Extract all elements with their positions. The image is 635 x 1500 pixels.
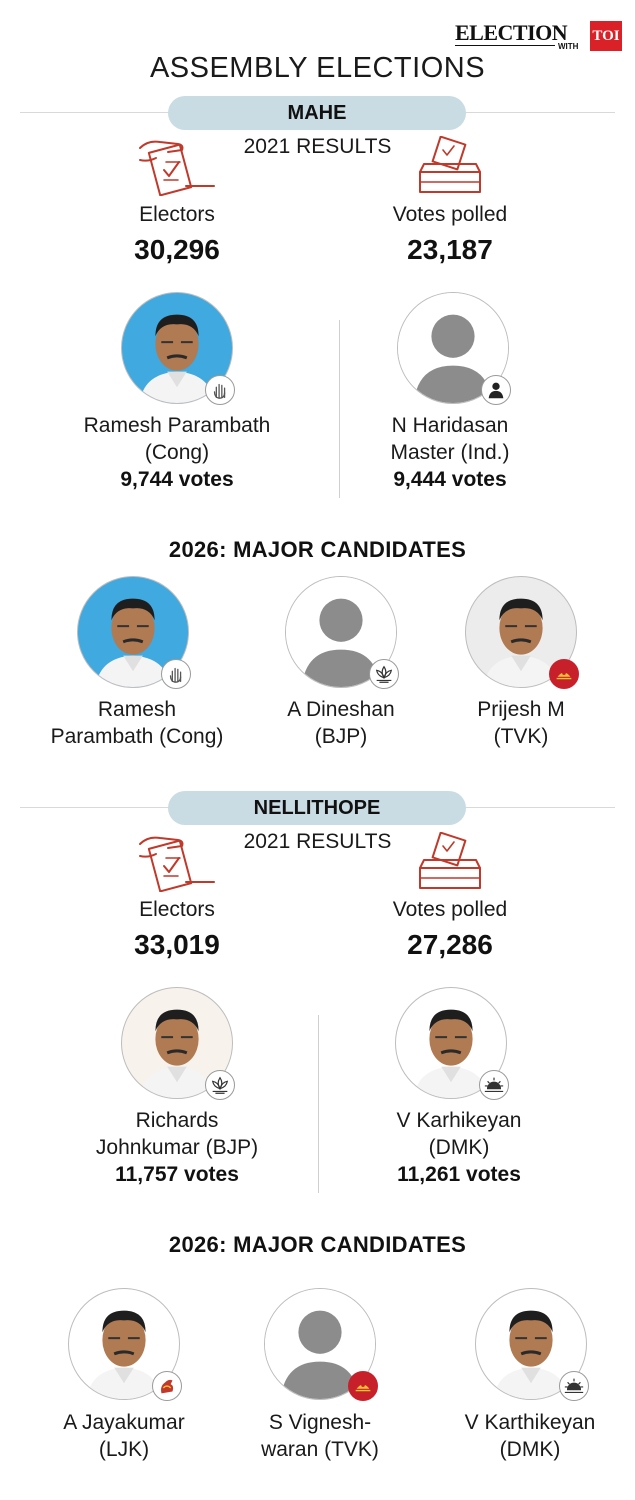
ballot-box-icon	[410, 832, 490, 892]
votes-polled-label: Votes polled	[392, 203, 508, 226]
lotus-icon	[205, 1070, 235, 1100]
lotus-icon	[369, 659, 399, 689]
candidate-name: V Karhikeyan (DMK)	[396, 1109, 522, 1159]
result-separator	[339, 320, 340, 498]
logo-election-word: ELECTION	[455, 20, 568, 45]
candidate-name: Richards Johnkumar (BJP)	[95, 1109, 259, 1159]
candidate-votes: 11,757 votes	[115, 1163, 239, 1186]
tvk-icon	[549, 659, 579, 689]
rising-sun-icon	[559, 1371, 589, 1401]
person-icon	[481, 375, 511, 405]
results-label: 2021 RESULTS	[243, 135, 392, 158]
ballot-hand-icon	[138, 832, 218, 892]
election-with-toi-logo: ELECTION WITH TOI	[455, 18, 625, 54]
candidate-name: A Jayakumar (LJK)	[63, 1411, 185, 1461]
tvk-icon	[348, 1371, 378, 1401]
votes-polled-label: Votes polled	[392, 898, 508, 921]
candidate-votes: 9,744 votes	[120, 468, 234, 491]
rising-sun-icon	[479, 1070, 509, 1100]
major-candidates-heading: 2026: MAJOR CANDIDATES	[168, 1232, 467, 1257]
candidate-votes: 9,444 votes	[393, 468, 507, 491]
candidate-name: Prijesh M (TVK)	[477, 698, 565, 748]
hand-icon	[161, 659, 191, 689]
results-label: 2021 RESULTS	[243, 830, 392, 853]
votes-polled-value: 27,286	[407, 929, 493, 960]
electors-label: Electors	[139, 203, 215, 226]
result-separator	[318, 1015, 319, 1193]
electors-value: 30,296	[134, 234, 220, 265]
electors-label: Electors	[139, 898, 215, 921]
candidate-name: A Dineshan (BJP)	[287, 698, 395, 748]
candidate-name: V Karthikeyan (DMK)	[464, 1411, 596, 1461]
ljk-icon	[152, 1371, 182, 1401]
candidate-name: Ramesh Parambath (Cong)	[50, 698, 224, 748]
logo-rule	[455, 45, 555, 46]
candidate-name: Ramesh Parambath (Cong)	[83, 414, 271, 464]
votes-polled-value: 23,187	[407, 234, 493, 265]
logo-toi-badge: TOI	[590, 21, 622, 51]
candidate-votes: 11,261 votes	[397, 1163, 521, 1186]
ballot-hand-icon	[138, 136, 218, 196]
candidate-name: N Haridasan Master (Ind.)	[390, 414, 510, 464]
constituency-pill-mahe: MAHE	[168, 96, 466, 130]
page-title: ASSEMBLY ELECTIONS	[149, 52, 486, 84]
candidate-name: S Vignesh- waran (TVK)	[261, 1411, 379, 1461]
candidate-photo	[68, 1288, 180, 1400]
hand-icon	[205, 375, 235, 405]
logo-with-word: WITH	[558, 42, 579, 51]
major-candidates-heading: 2026: MAJOR CANDIDATES	[168, 537, 467, 562]
candidate-photo	[395, 987, 507, 1099]
constituency-pill-nellithope: NELLITHOPE	[168, 791, 466, 825]
electors-value: 33,019	[134, 929, 220, 960]
ballot-box-icon	[410, 136, 490, 196]
